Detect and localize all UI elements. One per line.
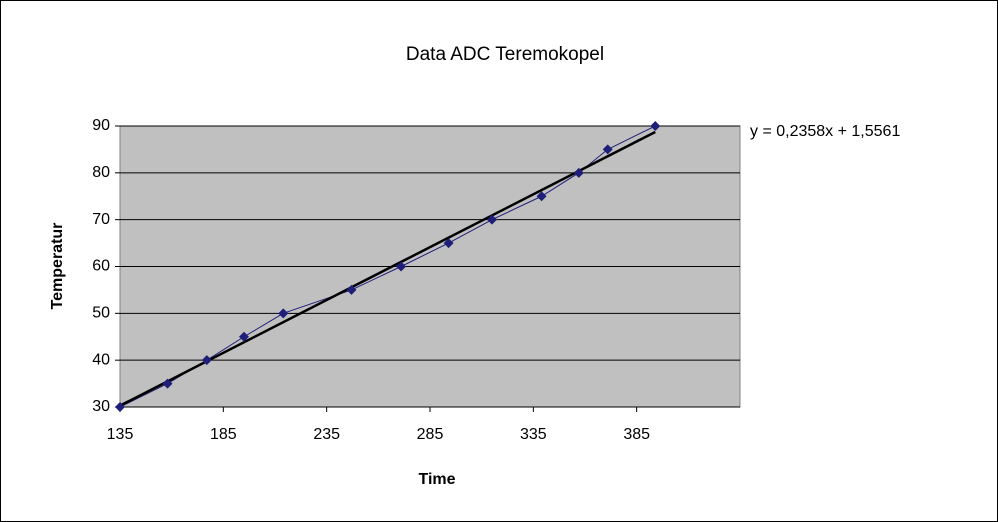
x-tick-label: 185 bbox=[210, 426, 237, 443]
data-point bbox=[650, 121, 661, 131]
data-point bbox=[115, 402, 125, 412]
y-tick-label: 90 bbox=[92, 117, 110, 134]
y-tick-label: 70 bbox=[92, 211, 110, 228]
data-point bbox=[443, 238, 454, 249]
data-point bbox=[602, 144, 613, 155]
y-tick-label: 40 bbox=[92, 351, 110, 368]
data-point bbox=[487, 214, 497, 225]
data-point bbox=[396, 261, 407, 272]
x-tick-label: 135 bbox=[107, 426, 134, 443]
x-tick-label: 335 bbox=[520, 426, 547, 443]
y-tick-label: 50 bbox=[92, 305, 110, 322]
y-tick-label: 30 bbox=[92, 398, 110, 415]
data-point bbox=[162, 378, 173, 389]
data-point bbox=[201, 355, 212, 366]
data-point bbox=[573, 167, 584, 178]
x-tick-label: 235 bbox=[313, 426, 340, 443]
data-point bbox=[239, 331, 249, 342]
data-point bbox=[278, 308, 289, 319]
y-axis-label: Temperatur bbox=[49, 223, 66, 310]
x-axis-label: Time bbox=[418, 471, 455, 488]
trendline-equation: y = 0,2358x + 1,5561 bbox=[750, 123, 900, 140]
x-tick-label: 385 bbox=[623, 426, 650, 443]
y-tick-label: 80 bbox=[92, 164, 110, 181]
data-point bbox=[536, 191, 547, 202]
y-tick-label: 60 bbox=[92, 258, 110, 275]
chart-title: Data ADC Teremokopel bbox=[406, 44, 604, 65]
x-tick-label: 285 bbox=[417, 426, 444, 443]
data-point bbox=[346, 284, 357, 295]
